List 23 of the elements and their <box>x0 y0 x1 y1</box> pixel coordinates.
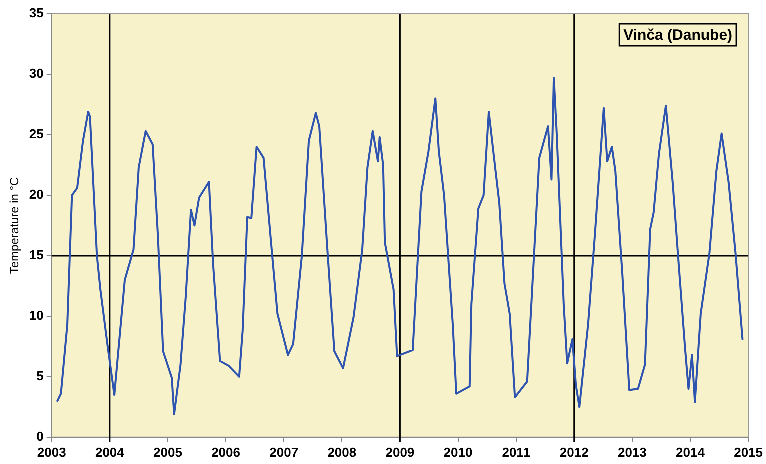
x-tick-label: 2011 <box>502 444 530 460</box>
x-tick-label: 2008 <box>328 444 357 460</box>
y-tick-label: 0 <box>36 428 44 444</box>
y-tick-label: 30 <box>29 66 44 82</box>
x-tick-label: 2007 <box>270 444 299 460</box>
y-tick-label: 35 <box>29 6 44 21</box>
x-tick-label: 2014 <box>676 444 706 460</box>
y-tick-label: 10 <box>29 308 44 324</box>
y-tick-label: 20 <box>29 187 44 202</box>
y-tick-label: 5 <box>36 368 44 384</box>
x-tick-label: 2009 <box>386 444 415 460</box>
y-tick-label: 15 <box>29 248 44 263</box>
x-tick-label: 2013 <box>618 444 647 460</box>
y-axis-title: Temperature in °C <box>8 176 22 274</box>
y-tick-label: 25 <box>29 126 44 142</box>
x-tick-label: 2015 <box>734 444 763 460</box>
annotation: Vinča (Danube) <box>624 27 733 44</box>
x-tick-label: 2004 <box>95 444 126 460</box>
x-tick-label: 2003 <box>37 444 66 460</box>
x-tick-label: 2012 <box>560 444 589 460</box>
x-tick-label: 2010 <box>444 444 473 460</box>
x-tick-label: 2006 <box>212 444 240 460</box>
x-tick-label: 2005 <box>154 444 182 460</box>
